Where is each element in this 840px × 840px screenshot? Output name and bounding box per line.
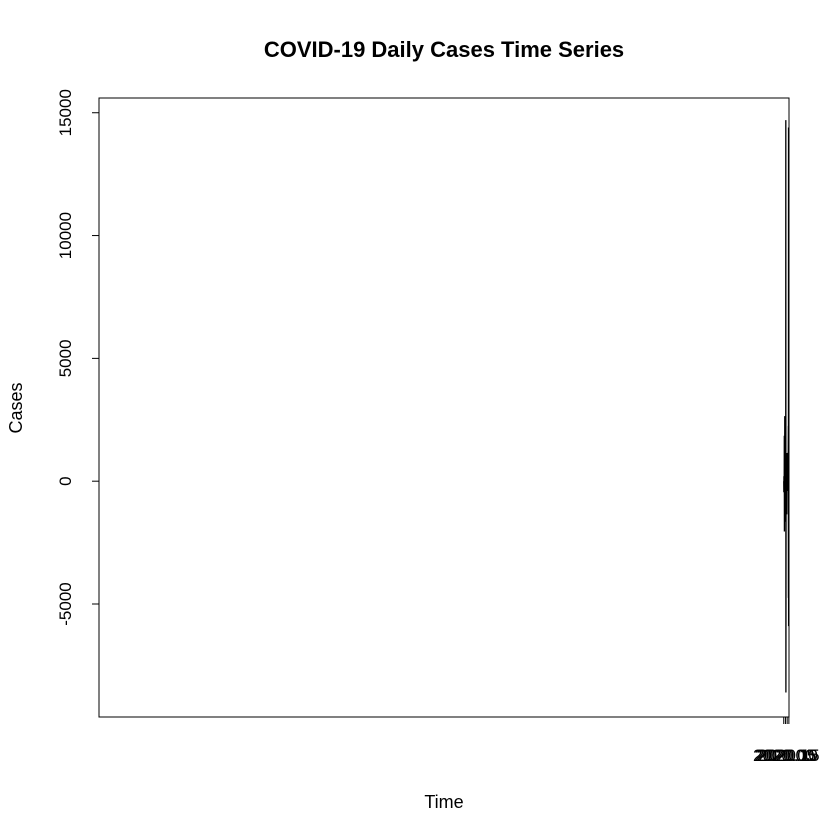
y-tick-label: -5000 <box>56 582 75 625</box>
x-axis-label: Time <box>424 792 463 812</box>
x-tick-label: 2020.15 <box>758 746 819 765</box>
y-tick-label: 0 <box>56 476 75 485</box>
y-axis: -5000 0 5000 10000 15000 <box>56 89 100 626</box>
plot-frame <box>98 97 790 718</box>
y-tick-label: 5000 <box>56 339 75 377</box>
x-tick-label: 2020.10 <box>756 746 817 765</box>
x-tick-label: 2020.00 <box>753 746 814 765</box>
y-axis-label: Cases <box>6 382 26 433</box>
x-tick-label: 2020.05 <box>755 746 816 765</box>
y-tick-label: 10000 <box>56 212 75 259</box>
series-line <box>783 120 790 693</box>
series-layer <box>783 120 790 693</box>
y-tick-label: 15000 <box>56 89 75 136</box>
chart-title: COVID-19 Daily Cases Time Series <box>264 37 624 62</box>
